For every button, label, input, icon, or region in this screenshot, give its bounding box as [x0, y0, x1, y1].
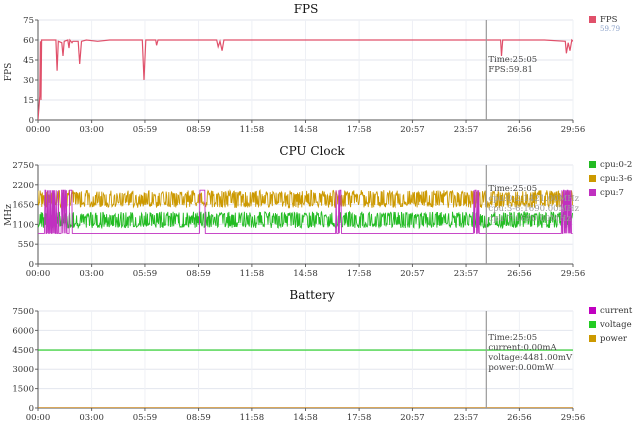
fps-chart: FPS FPS 0 15 30 45 60 75 00:00 03:00 05:59 08:59 1… — [4, 2, 620, 135]
legend-swatch — [589, 16, 596, 23]
y-tick-label: 1650 — [12, 201, 34, 211]
legend-swatch — [589, 335, 596, 342]
y-tick-label: 0 — [29, 116, 34, 126]
legend-label: cpu:0-2 — [600, 160, 632, 170]
x-tick-label: 03:00 — [79, 269, 104, 279]
legend-swatch — [589, 307, 596, 314]
x-tick-label: 26:56 — [507, 125, 532, 135]
x-tick-label: 14:58 — [293, 413, 318, 423]
x-tick-label: 29:56 — [561, 269, 586, 279]
legend-label: cpu:7 — [600, 188, 624, 198]
y-tick-label: 60 — [23, 36, 34, 46]
legend-swatch — [589, 175, 596, 182]
y-tick-label: 2750 — [12, 161, 34, 171]
cpu-chart-title: CPU Clock — [279, 144, 345, 158]
y-tick-label: 6000 — [12, 326, 34, 336]
x-tick-label: 17:58 — [347, 269, 372, 279]
y-tick-label: 7500 — [12, 307, 34, 317]
legend-label: current — [600, 306, 633, 316]
y-tick-label: 1500 — [12, 385, 34, 395]
legend-label: FPS — [600, 15, 618, 25]
cpu-clock-chart: CPU Clock MHz 0 550 1100 1650 2200 2750 00:00 0… — [4, 144, 632, 279]
legend-swatch — [589, 189, 596, 196]
fps-y-axis-label: FPS — [4, 63, 14, 81]
legend-label: voltage — [599, 320, 632, 330]
x-tick-label: 17:58 — [347, 125, 372, 135]
y-tick-label: 0 — [29, 260, 34, 270]
tooltip-line: cpu:3-6:1690.00MHz — [488, 204, 579, 214]
y-tick-label: 4500 — [12, 346, 34, 356]
tooltip-line: voltage:4481.00mV — [487, 353, 573, 363]
x-tick-label: 03:00 — [79, 413, 104, 423]
tooltip-line: cpu:7:1690.00MHz — [488, 214, 571, 224]
x-tick-label: 08:59 — [186, 413, 211, 423]
y-tick-label: 1100 — [12, 220, 34, 230]
x-tick-label: 29:56 — [561, 125, 586, 135]
y-tick-label: 2200 — [12, 181, 34, 191]
battery-chart-title: Battery — [289, 288, 334, 302]
legend-swatch — [589, 161, 596, 168]
x-tick-label: 20:57 — [400, 413, 425, 423]
x-tick-label: 26:56 — [507, 413, 532, 423]
x-tick-label: 08:59 — [186, 125, 211, 135]
tooltip-line: power:0.00mW — [488, 363, 554, 373]
x-tick-label: 14:58 — [293, 125, 318, 135]
legend-label: power — [600, 334, 628, 344]
legend-label: cpu:3-6 — [600, 174, 632, 184]
battery-chart: Battery 0 1500 3000 4500 6000 7500 00:00 03:00 0… — [12, 288, 633, 423]
y-tick-label: 3000 — [12, 365, 34, 375]
x-tick-label: 00:00 — [26, 125, 51, 135]
tooltip-line: Time:25:05 — [488, 333, 537, 343]
x-tick-label: 00:00 — [26, 413, 51, 423]
series-line-cpu-0-2 — [38, 210, 573, 230]
cpu-y-axis-label: MHz — [4, 204, 14, 226]
x-tick-label: 05:59 — [133, 269, 158, 279]
x-tick-label: 23:57 — [454, 269, 479, 279]
tooltip-line: Time:25:05 — [488, 184, 537, 194]
legend-swatch — [589, 321, 596, 328]
x-tick-label: 03:00 — [79, 125, 104, 135]
x-tick-label: 14:58 — [293, 269, 318, 279]
y-tick-label: 45 — [23, 56, 34, 66]
x-tick-label: 17:58 — [347, 413, 372, 423]
x-tick-label: 23:57 — [454, 125, 479, 135]
x-tick-label: 20:57 — [400, 125, 425, 135]
legend-value: 59.79 — [600, 25, 620, 33]
series-line-FPS — [38, 38, 573, 120]
x-tick-label: 29:56 — [561, 413, 586, 423]
tooltip-line: FPS:59.81 — [488, 65, 533, 75]
tooltip-line: Time:25:05 — [488, 55, 537, 65]
x-tick-label: 05:59 — [133, 413, 158, 423]
x-tick-label: 26:56 — [507, 269, 532, 279]
fps-chart-title: FPS — [294, 2, 319, 16]
x-tick-label: 05:59 — [133, 125, 158, 135]
y-tick-label: 30 — [23, 76, 34, 86]
x-tick-label: 23:57 — [454, 413, 479, 423]
series-line-cpu-7 — [38, 189, 573, 234]
x-tick-label: 00:00 — [26, 269, 51, 279]
y-tick-label: 15 — [23, 96, 34, 106]
tooltip-line: cpu:0-2:1421.00MHz — [488, 194, 579, 204]
y-tick-label: 75 — [23, 16, 34, 26]
x-tick-label: 11:58 — [240, 413, 265, 423]
x-tick-label: 11:58 — [240, 269, 265, 279]
x-tick-label: 08:59 — [186, 269, 211, 279]
x-tick-label: 11:58 — [240, 125, 265, 135]
y-tick-label: 0 — [29, 404, 34, 414]
series-line-cpu-3-6 — [38, 188, 573, 209]
y-tick-label: 550 — [18, 240, 34, 250]
tooltip-line: current:0.00mA — [488, 343, 557, 353]
x-tick-label: 20:57 — [400, 269, 425, 279]
